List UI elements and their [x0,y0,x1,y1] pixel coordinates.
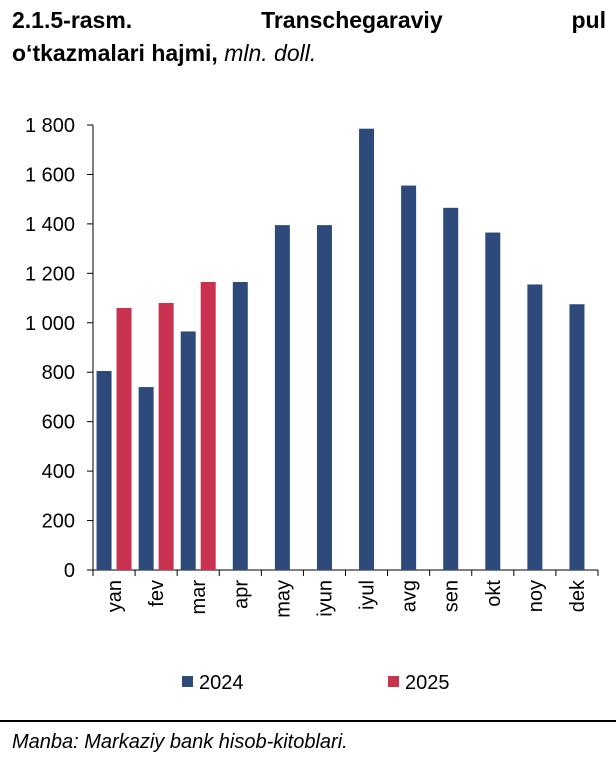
title-subject: o‘tkazmalari hajmi, [12,40,218,66]
x-tick-label: fev [146,580,168,607]
bar-2025-mar [200,281,216,570]
chart-title: 2.1.5-rasm. Transchegaraviy pul o‘tkazma… [12,4,606,70]
bar-2025-yan [116,307,132,570]
legend-label-2025: 2025 [405,672,450,694]
x-tick-label: sen [441,580,463,612]
y-tick-label: 200 [42,511,75,533]
source-divider [0,720,616,722]
y-tick-label: 600 [42,412,75,434]
bar-2024-iyun [316,225,332,570]
bar-2024-may [274,225,290,570]
x-tick-label: apr [230,580,252,609]
y-tick-label: 400 [42,461,75,483]
bar-2024-fev [138,387,154,570]
bar-2024-sen [443,207,459,570]
x-tick-label: iyun [314,580,336,617]
y-tick-label: 1 200 [25,263,75,285]
y-tick-label: 0 [64,560,75,582]
legend-swatch-2024 [182,676,193,687]
title-word-1: Transchegaraviy [261,7,443,33]
bar-chart: 0 200 400 600 800 1 000 1 200 1 400 1 600 1 800 ya… [25,115,599,694]
x-tick-label: yan [104,580,126,612]
bar-2024-dek [569,304,585,570]
bar-2025-fev [158,303,174,570]
y-tick-label: 800 [42,362,75,384]
x-tick-label: avg [399,580,421,612]
title-line-1: 2.1.5-rasm. Transchegaraviy pul [12,4,606,37]
title-unit: mln. doll. [224,40,317,66]
x-tick-label: noy [525,580,547,612]
title-line-2: o‘tkazmalari hajmi, mln. doll. [12,37,606,70]
y-tick-label: 1 400 [25,214,75,236]
legend-swatch-2025 [388,676,399,687]
bar-2024-yan [96,370,112,570]
x-tick-label: may [272,580,294,618]
y-tick-label: 1 800 [25,115,75,137]
bar-2024-apr [232,281,248,570]
bar-2024-avg [401,185,417,570]
bar-2024-noy [527,284,543,570]
bar-2024-okt [485,232,501,570]
x-tick-label: dek [567,579,589,612]
source-note: Manba: Markaziy bank hisob-kitoblari. [12,731,348,753]
x-tick-label: okt [483,580,505,607]
title-word-2: pul [571,7,606,33]
x-tick-label: iyul [357,580,379,610]
title-figure-number: 2.1.5-rasm. [12,7,133,33]
legend-label-2024: 2024 [199,672,244,694]
bar-2024-iyul [359,128,375,571]
y-tick-label: 1 000 [25,313,75,335]
y-tick-label: 1 600 [25,164,75,186]
bar-2024-mar [180,331,196,570]
x-tick-label: mar [188,580,210,615]
